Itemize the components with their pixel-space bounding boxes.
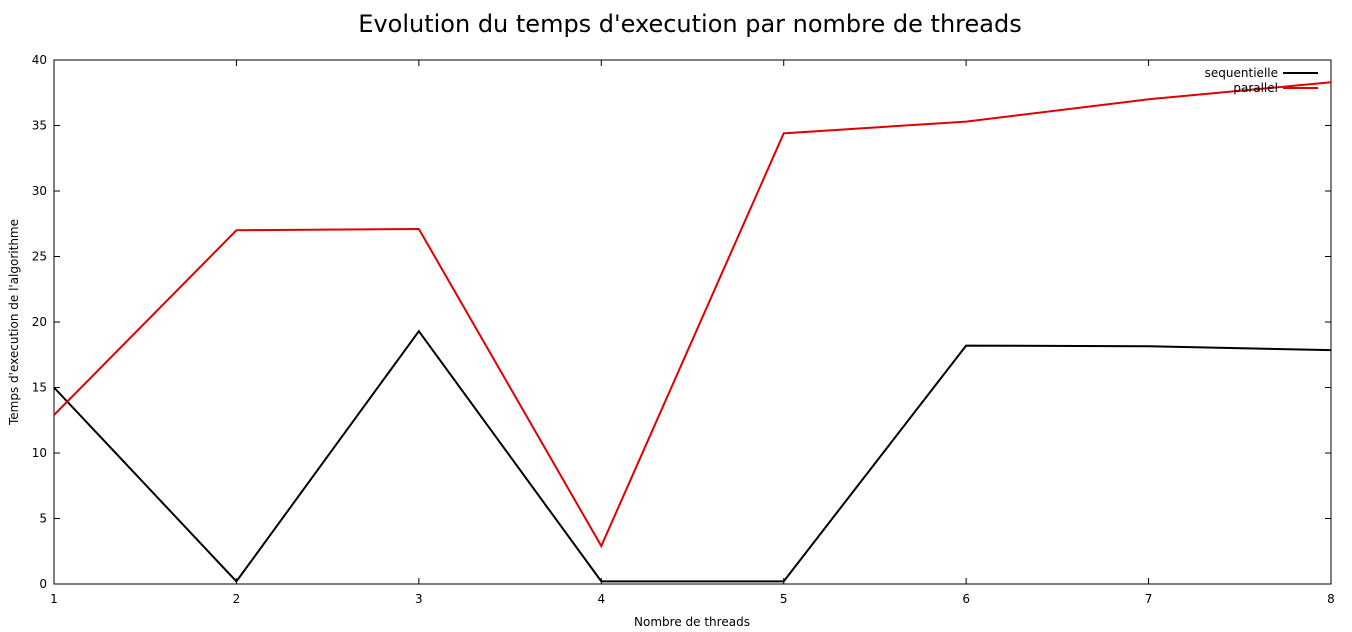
x-tick-label: 6 [962, 592, 970, 606]
series-line-sequentielle [53, 329, 1332, 583]
y-tick-label: 30 [32, 184, 47, 198]
x-tick-label: 5 [780, 592, 788, 606]
x-tick-label: 8 [1327, 592, 1335, 606]
axis-ticks: 1 2 3 4 5 6 7 8 0 5 10 15 20 25 30 35 40 [32, 53, 1335, 606]
y-tick-label: 35 [32, 119, 47, 133]
x-tick-label: 2 [233, 592, 241, 606]
y-tick-label: 0 [39, 577, 47, 591]
y-axis-label: Temps d'execution de l'algorithme [7, 219, 21, 426]
legend-label-parallel: parallel [1233, 81, 1278, 95]
y-tick-label: 5 [39, 512, 47, 526]
y-tick-label: 40 [32, 53, 47, 67]
chart-title: Evolution du temps d'execution par nombr… [358, 10, 1021, 38]
y-tick-label: 20 [32, 315, 47, 329]
plot-frame [53, 59, 1332, 585]
x-axis-label: Nombre de threads [634, 615, 750, 629]
y-tick-label: 15 [32, 381, 47, 395]
x-tick-label: 1 [50, 592, 58, 606]
y-tick-label: 10 [32, 446, 47, 460]
x-tick-label: 3 [415, 592, 423, 606]
y-tick-label: 25 [32, 250, 47, 264]
series-lines [53, 81, 1332, 583]
legend-label-sequentielle: sequentielle [1205, 66, 1278, 80]
x-tick-label: 7 [1145, 592, 1153, 606]
series-line-parallel [53, 81, 1332, 549]
x-tick-label: 4 [597, 592, 605, 606]
